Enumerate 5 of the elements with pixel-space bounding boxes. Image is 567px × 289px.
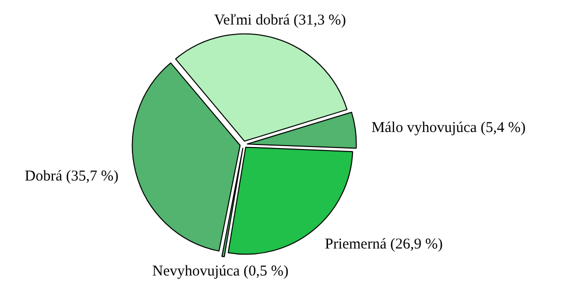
slice-label: Nevyhovujúca (0,5 %) — [152, 263, 288, 280]
slice-label: Priemerná (26,9 %) — [324, 236, 443, 253]
slice-label: Málo vyhovujúca (5,4 %) — [371, 120, 526, 136]
slice-label: Dobrá (35,7 %) — [24, 168, 119, 184]
slice-label: Veľmi dobrá (31,3 %) — [214, 12, 346, 29]
